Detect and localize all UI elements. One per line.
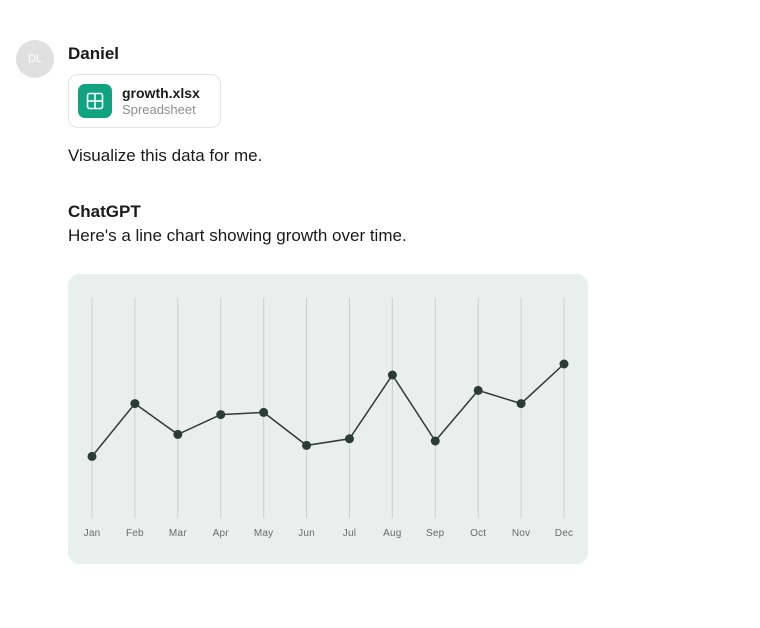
chart-line [92, 364, 564, 456]
user-prompt: Visualize this data for me. [68, 146, 732, 166]
chart-point [517, 399, 526, 408]
chart-point [173, 430, 182, 439]
chart-point [216, 410, 225, 419]
chart-point [259, 408, 268, 417]
assistant-name: ChatGPT [68, 202, 732, 222]
chart-point [302, 441, 311, 450]
file-name: growth.xlsx [122, 85, 200, 102]
file-attachment[interactable]: growth.xlsx Spreadsheet [68, 74, 221, 128]
chart-point [474, 386, 483, 395]
chart-point [388, 371, 397, 380]
spreadsheet-icon [78, 84, 112, 118]
user-name: Daniel [68, 44, 732, 64]
chart-card: JanFebMarAprMayJunJulAugSepOctNovDec [68, 274, 588, 564]
chart-point [345, 434, 354, 443]
assistant-reply: Here's a line chart showing growth over … [68, 226, 732, 246]
avatar: DL [16, 40, 54, 78]
chart-point [560, 360, 569, 369]
chart-point [431, 437, 440, 446]
line-chart [92, 298, 564, 518]
file-type: Spreadsheet [122, 102, 200, 118]
chart-point [88, 452, 97, 461]
chart-point [130, 399, 139, 408]
